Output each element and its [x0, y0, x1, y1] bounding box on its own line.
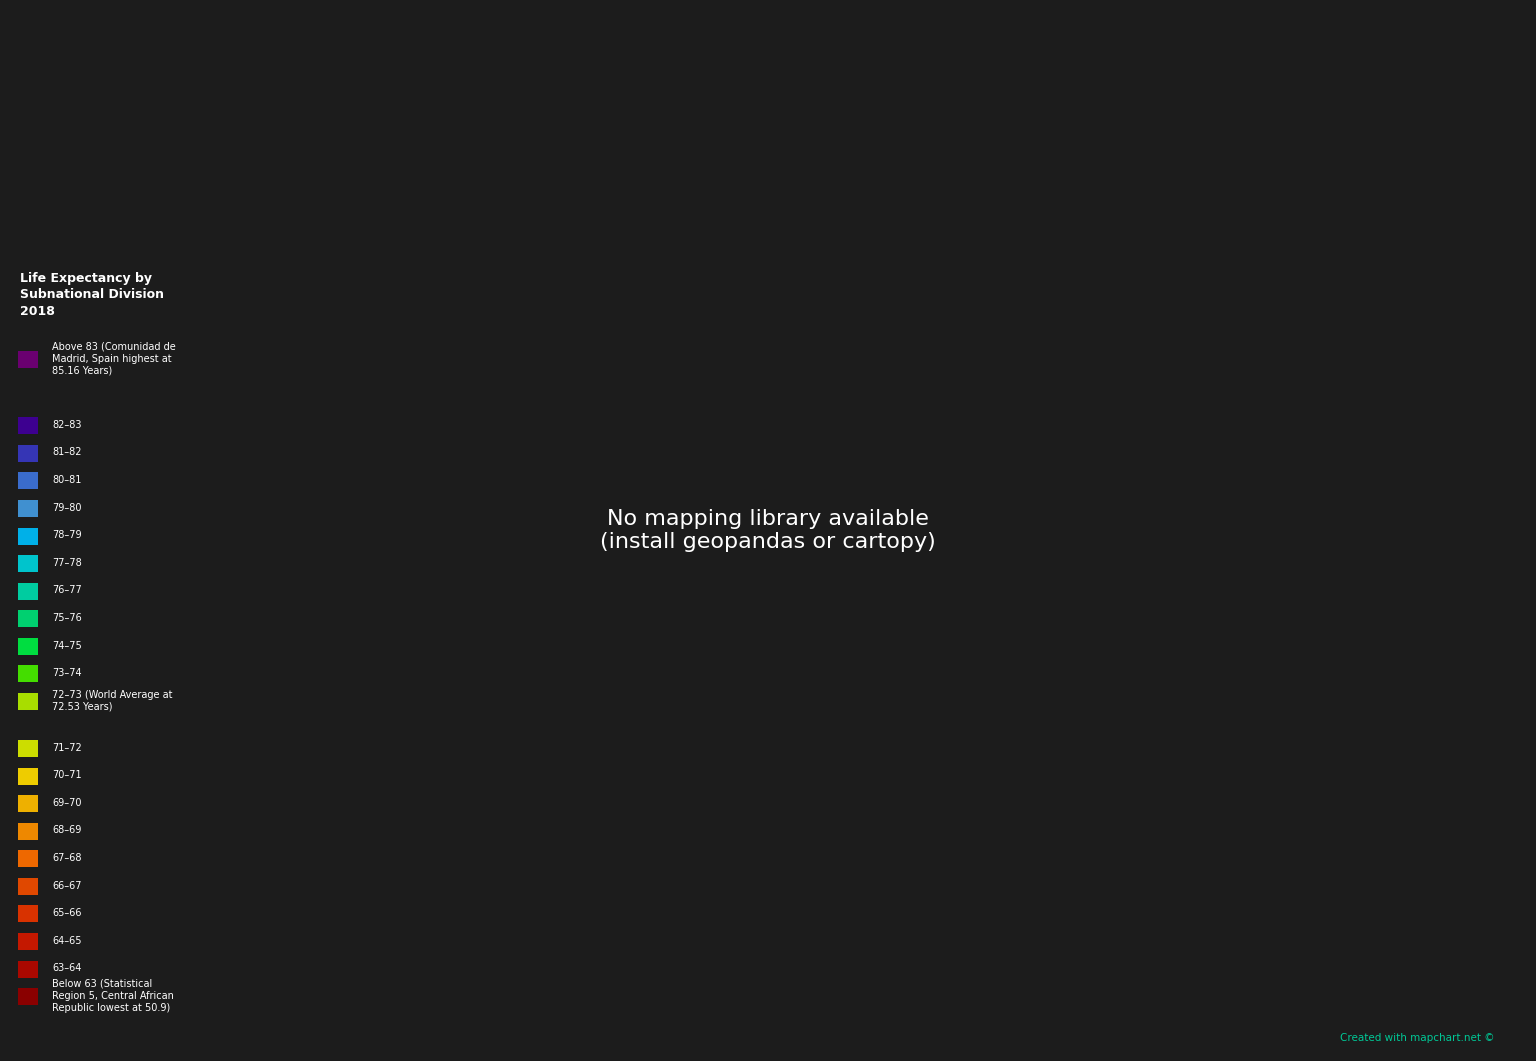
Text: 79–80: 79–80: [52, 503, 81, 512]
Text: 72–73 (World Average at
72.53 Years): 72–73 (World Average at 72.53 Years): [52, 690, 172, 712]
Text: 82–83: 82–83: [52, 420, 81, 430]
Text: 75–76: 75–76: [52, 613, 81, 623]
Text: No mapping library available
(install geopandas or cartopy): No mapping library available (install ge…: [601, 509, 935, 552]
Text: Below 63 (Statistical
Region 5, Central African
Republic lowest at 50.9): Below 63 (Statistical Region 5, Central …: [52, 979, 174, 1013]
Text: 81–82: 81–82: [52, 448, 81, 457]
Text: 76–77: 76–77: [52, 586, 81, 595]
Text: 74–75: 74–75: [52, 641, 81, 650]
Text: Above 83 (Comunidad de
Madrid, Spain highest at
85.16 Years): Above 83 (Comunidad de Madrid, Spain hig…: [52, 342, 177, 376]
Text: Life Expectancy by
Subnational Division
2018: Life Expectancy by Subnational Division …: [20, 272, 164, 317]
Text: 65–66: 65–66: [52, 908, 81, 918]
Text: 69–70: 69–70: [52, 798, 81, 807]
Text: 68–69: 68–69: [52, 825, 81, 835]
Text: 78–79: 78–79: [52, 530, 81, 540]
Text: 80–81: 80–81: [52, 475, 81, 485]
Text: 64–65: 64–65: [52, 936, 81, 945]
Text: 66–67: 66–67: [52, 881, 81, 890]
Text: 73–74: 73–74: [52, 668, 81, 678]
Text: Created with mapchart.net ©: Created with mapchart.net ©: [1339, 1033, 1495, 1043]
Text: 77–78: 77–78: [52, 558, 81, 568]
Text: 67–68: 67–68: [52, 853, 81, 863]
Text: 63–64: 63–64: [52, 963, 81, 973]
Text: 70–71: 70–71: [52, 770, 81, 780]
Text: 71–72: 71–72: [52, 743, 81, 752]
